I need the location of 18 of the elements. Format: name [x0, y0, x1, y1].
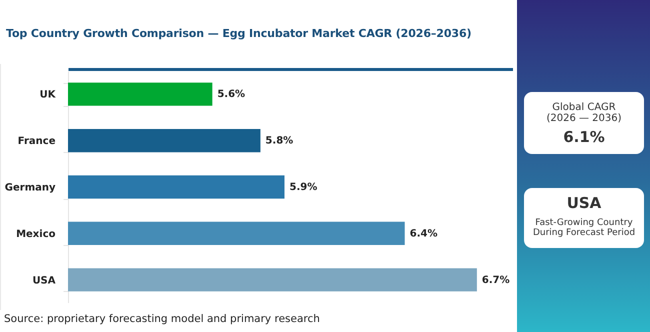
text: USA: [566, 194, 602, 212]
y-tick-label: Germany: [4, 182, 56, 194]
data-label: 6.4%: [410, 228, 438, 240]
data-label: 6.7%: [482, 274, 510, 286]
source-note: Source: proprietary forecasting model and primary research: [4, 313, 320, 325]
y-tick-label: Mexico: [16, 228, 56, 240]
y-tick-label: France: [18, 136, 56, 148]
text: During Forecast Period: [532, 228, 636, 238]
y-tick-label: UK: [40, 90, 57, 101]
data-label: 5.8%: [265, 136, 294, 147]
y-tick-label: USA: [32, 275, 56, 286]
text: Fast-Growing Country: [534, 218, 634, 228]
text: (2026 — 2036): [545, 113, 623, 124]
data-label: 5.6%: [217, 89, 246, 100]
data-label: 5.9%: [289, 182, 318, 193]
text: 6.1%: [562, 128, 606, 146]
chart-title: Top Country Growth Comparison — Egg Incubator Market CAGR (2026–2036): [6, 27, 472, 40]
text: Global CAGR: [551, 102, 617, 113]
